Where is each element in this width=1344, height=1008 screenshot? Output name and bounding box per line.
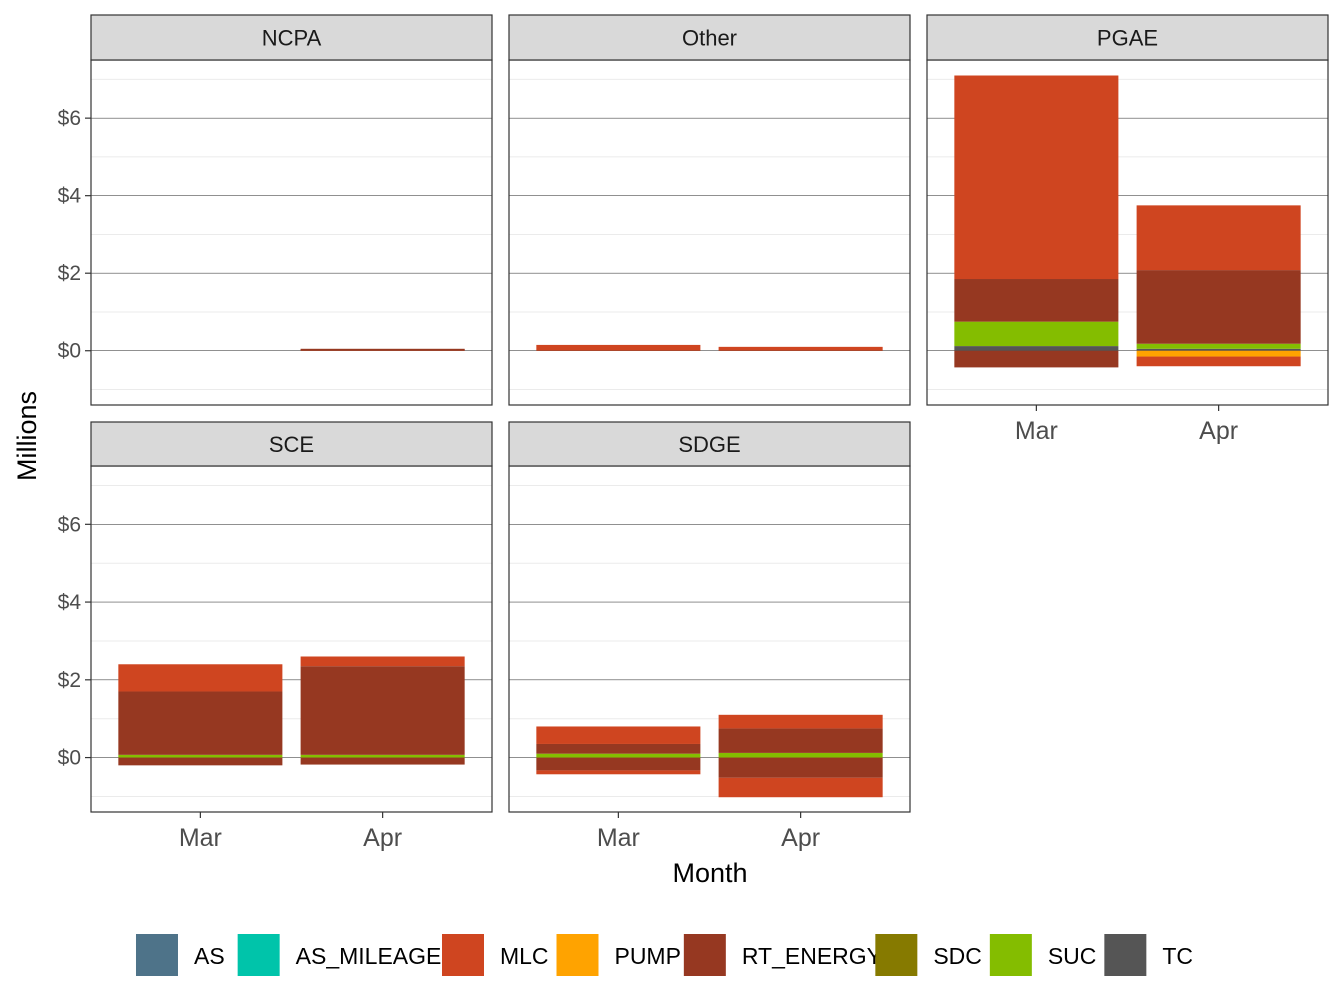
bar-rt_energy-mar xyxy=(118,757,283,766)
legend-key xyxy=(1104,934,1147,976)
bar-rt_energy-apr xyxy=(1136,270,1301,344)
facet-strip-label: SCE xyxy=(269,432,314,457)
bar-pump-apr xyxy=(1136,350,1301,357)
legend-item-rt_energy: RT_ENERGY xyxy=(683,934,882,976)
panel-sdge: SDGE Mar Apr xyxy=(508,421,911,852)
legend: AS AS_MILEAGE MLC PUMP RT_ENERGY SDC SUC TC xyxy=(135,934,1193,976)
y-tick-label: $2 xyxy=(58,262,81,285)
bar-rt_energy-apr xyxy=(300,348,465,351)
legend-label: RT_ENERGY xyxy=(742,943,882,969)
legend-key xyxy=(683,934,726,976)
bar-rt_energy-mar xyxy=(536,743,701,754)
bar-suc-mar xyxy=(954,321,1119,347)
x-tick-label: Mar xyxy=(597,824,640,852)
y-tick-label: $2 xyxy=(58,669,81,692)
bar-suc-mar xyxy=(536,753,701,758)
y-tick-label: $0 xyxy=(58,340,81,363)
bar-rt_energy-apr xyxy=(300,757,465,765)
legend-key xyxy=(875,934,918,976)
legend-key xyxy=(135,934,178,976)
bar-rt_energy-apr xyxy=(300,666,465,755)
y-tick-label: $6 xyxy=(58,107,81,130)
panel-pgae: PGAE Mar Apr xyxy=(926,14,1329,445)
legend-label: TC xyxy=(1162,943,1193,969)
bar-mlc-mar xyxy=(536,344,701,351)
legend-item-as_mileage: AS_MILEAGE xyxy=(237,934,442,976)
bar-mlc-mar xyxy=(536,770,701,775)
chart-panels: NCPA $0 $2 $4 $6 Other PGAE Mar Apr SCE $0 $2 $4 $6 Ma… xyxy=(58,14,1329,852)
bar-mlc-apr xyxy=(718,777,883,798)
legend-key xyxy=(441,934,484,976)
bar-mlc-mar xyxy=(536,726,701,744)
bar-mlc-apr xyxy=(1136,356,1301,367)
facet-strip xyxy=(508,421,911,467)
facet-strip xyxy=(90,14,493,61)
bar-tc-mar xyxy=(954,346,1119,351)
x-tick-label: Mar xyxy=(1015,417,1058,445)
y-axis-title: Millions xyxy=(12,391,42,481)
bar-suc-mar xyxy=(118,754,283,758)
legend-key xyxy=(989,934,1032,976)
legend-item-as: AS xyxy=(135,934,225,976)
bar-suc-apr xyxy=(1136,343,1301,349)
legend-item-pump: PUMP xyxy=(556,934,681,976)
panel-border xyxy=(90,59,493,406)
legend-label: AS xyxy=(194,943,225,969)
bar-mlc-apr xyxy=(300,656,465,667)
x-axis-title: Month xyxy=(672,858,747,888)
facet-strip-label: Other xyxy=(682,26,737,51)
legend-item-mlc: MLC xyxy=(441,934,549,976)
legend-key xyxy=(556,934,599,976)
x-tick-label: Apr xyxy=(1199,417,1238,445)
facet-strip xyxy=(508,14,911,61)
x-tick-label: Apr xyxy=(363,824,402,852)
y-tick-label: $4 xyxy=(58,185,82,208)
bar-mlc-mar xyxy=(954,75,1119,280)
bar-rt_energy-mar xyxy=(954,350,1119,368)
bar-rt_energy-mar xyxy=(118,691,283,755)
panel-border xyxy=(508,59,911,406)
bar-suc-apr xyxy=(300,754,465,758)
facet-strip-label: PGAE xyxy=(1097,26,1158,51)
bar-rt_energy-mar xyxy=(536,757,701,771)
bar-mlc-apr xyxy=(718,714,883,729)
legend-item-tc: TC xyxy=(1104,934,1193,976)
y-tick-label: $0 xyxy=(58,747,81,770)
bar-tc-apr xyxy=(1136,348,1301,351)
bar-rt_energy-apr xyxy=(718,728,883,753)
bar-mlc-apr xyxy=(1136,205,1301,271)
legend-label: SUC xyxy=(1048,943,1097,969)
facet-strip-label: NCPA xyxy=(262,26,322,51)
facet-strip xyxy=(90,421,493,467)
facet-strip-label: SDGE xyxy=(678,432,740,457)
panel-ncpa: NCPA $0 $2 $4 $6 xyxy=(58,14,493,406)
x-tick-label: Apr xyxy=(781,824,820,852)
facet-strip xyxy=(926,14,1329,61)
x-tick-label: Mar xyxy=(179,824,222,852)
legend-item-suc: SUC xyxy=(989,934,1097,976)
y-tick-label: $6 xyxy=(58,513,81,536)
legend-label: SDC xyxy=(933,943,982,969)
legend-label: AS_MILEAGE xyxy=(296,943,442,969)
legend-label: PUMP xyxy=(614,943,680,969)
y-tick-label: $4 xyxy=(58,591,82,614)
legend-label: MLC xyxy=(500,943,549,969)
legend-key xyxy=(237,934,280,976)
legend-item-sdc: SDC xyxy=(875,934,982,976)
bar-rt_energy-apr xyxy=(718,757,883,778)
panel-sce: SCE $0 $2 $4 $6 Mar Apr xyxy=(58,421,493,852)
bar-suc-apr xyxy=(718,752,883,758)
panel-other: Other xyxy=(508,14,911,406)
bar-mlc-mar xyxy=(118,664,283,692)
bar-rt_energy-mar xyxy=(954,279,1119,322)
bar-mlc-apr xyxy=(718,346,883,351)
